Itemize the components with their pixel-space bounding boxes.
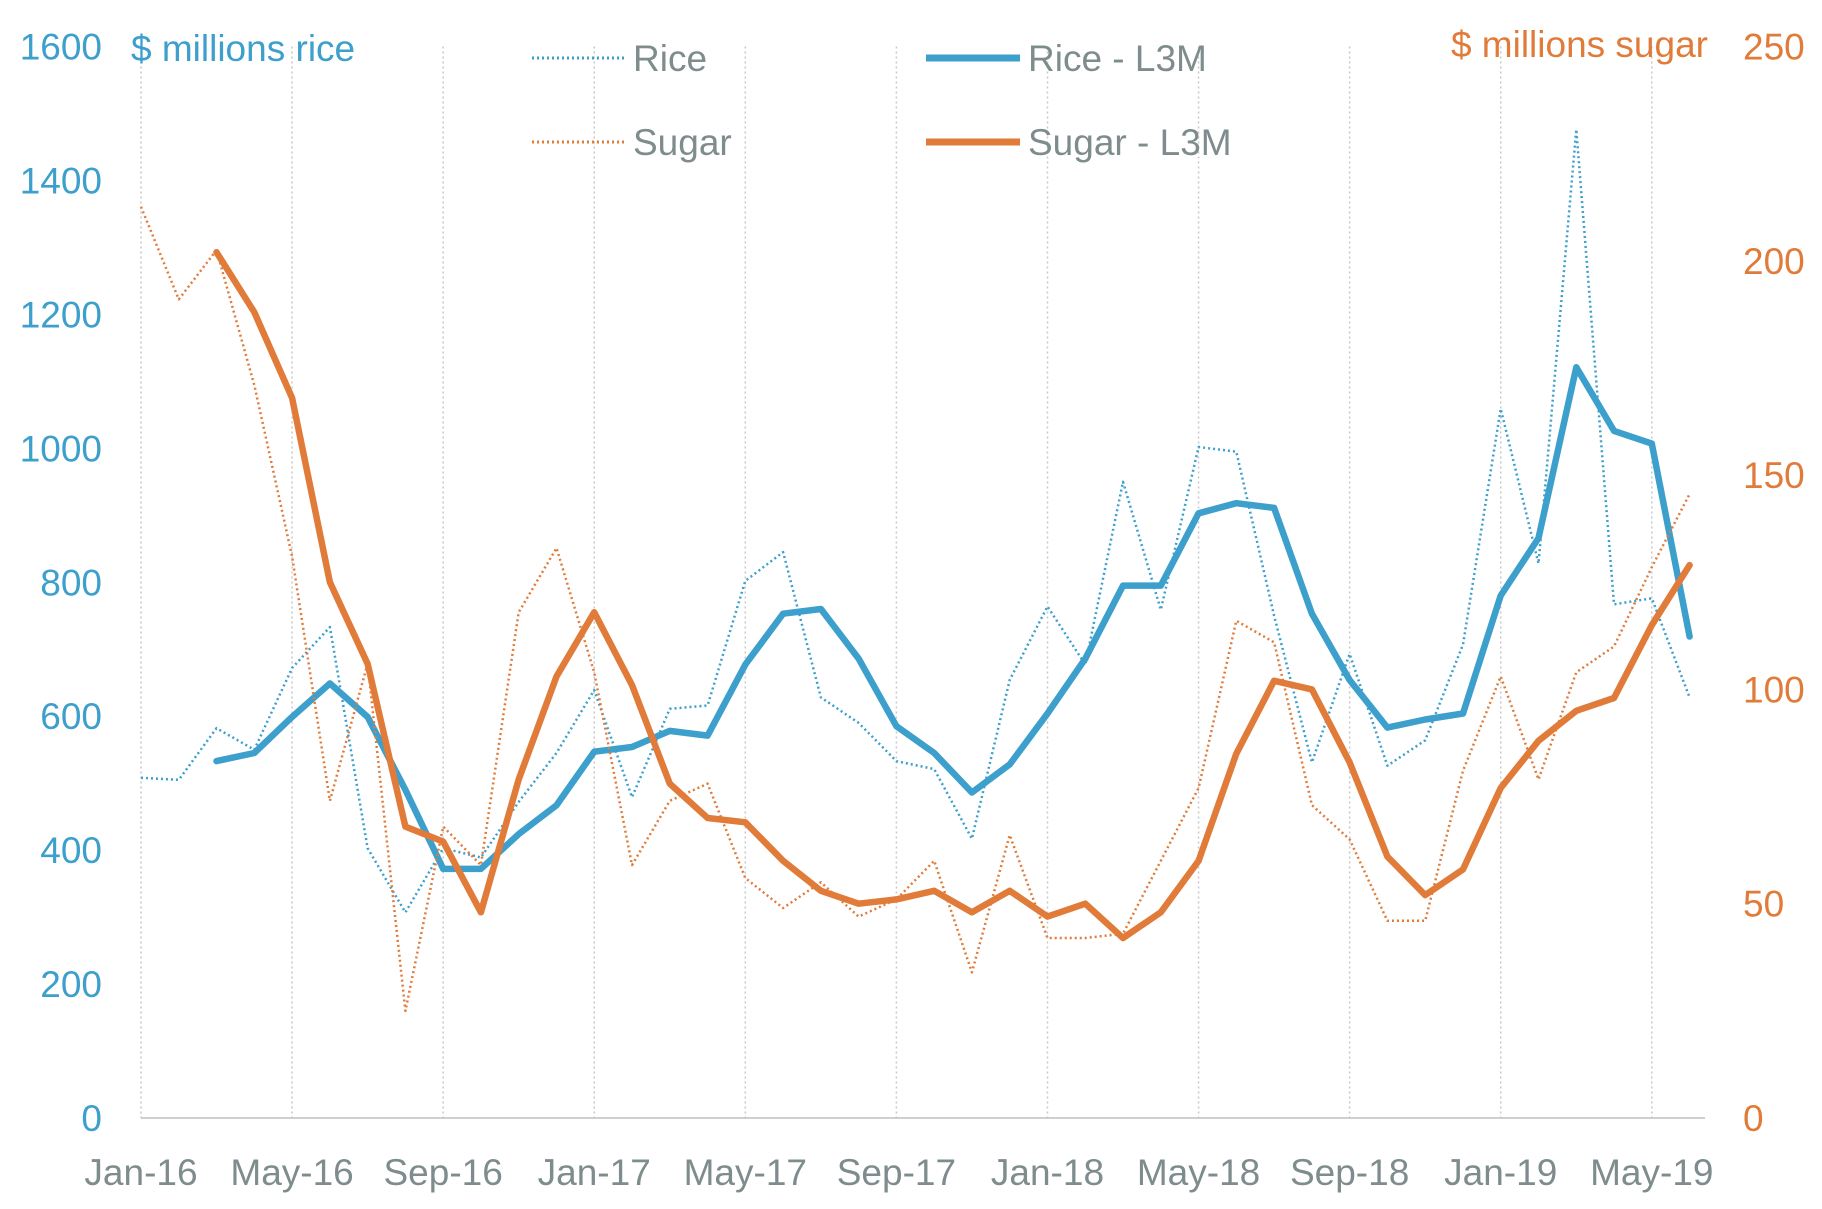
x-tick-label: Sep-17 bbox=[837, 1152, 956, 1193]
x-tick-label: Sep-16 bbox=[384, 1152, 503, 1193]
x-tick-label: Jan-16 bbox=[84, 1152, 197, 1193]
x-tick-label: May-18 bbox=[1137, 1152, 1260, 1193]
right-tick-label: 200 bbox=[1743, 241, 1805, 282]
left-tick-label: 1600 bbox=[20, 27, 102, 68]
gridlines bbox=[140, 46, 1653, 1118]
left-tick-label: 800 bbox=[40, 562, 102, 603]
legend-label-sugar: Sugar bbox=[633, 122, 732, 163]
right-axis-ticks: 0 50 100 150 200 250 bbox=[1743, 27, 1805, 1140]
series-line-rice-l3m bbox=[213, 364, 1693, 873]
series-line-sugar bbox=[139, 206, 1691, 1013]
right-tick-label: 150 bbox=[1743, 455, 1805, 496]
right-tick-label: 0 bbox=[1743, 1098, 1764, 1139]
left-tick-label: 0 bbox=[81, 1098, 102, 1139]
x-tick-label: May-16 bbox=[230, 1152, 353, 1193]
legend-label-rice-l3m: Rice - L3M bbox=[1028, 38, 1207, 79]
legend-item-sugar-l3m: Sugar - L3M bbox=[926, 122, 1232, 163]
x-tick-label: May-19 bbox=[1590, 1152, 1713, 1193]
left-tick-label: 400 bbox=[40, 830, 102, 871]
x-tick-label: May-17 bbox=[684, 1152, 807, 1193]
legend: Rice Rice - L3M Sugar Sugar - L3M bbox=[532, 38, 1232, 163]
right-tick-label: 50 bbox=[1743, 884, 1784, 925]
series-line-sugar-l3m bbox=[213, 248, 1693, 942]
legend-item-sugar: Sugar bbox=[532, 122, 732, 163]
series-line-rice bbox=[140, 128, 1691, 914]
left-tick-label: 1200 bbox=[20, 294, 102, 335]
series-lines bbox=[139, 128, 1693, 1013]
right-tick-label: 250 bbox=[1743, 27, 1805, 68]
x-tick-label: Sep-18 bbox=[1290, 1152, 1409, 1193]
left-tick-label: 1000 bbox=[20, 428, 102, 469]
left-tick-label: 1400 bbox=[20, 160, 102, 201]
legend-label-rice: Rice bbox=[633, 38, 707, 79]
left-axis-title: $ millions rice bbox=[131, 28, 355, 69]
legend-item-rice: Rice bbox=[532, 38, 707, 79]
left-tick-label: 200 bbox=[40, 964, 102, 1005]
left-tick-label: 600 bbox=[40, 696, 102, 737]
x-axis-ticks: Jan-16 May-16 Sep-16 Jan-17 May-17 Sep-17 Jan-… bbox=[84, 1152, 1713, 1193]
legend-item-rice-l3m: Rice - L3M bbox=[926, 38, 1207, 79]
x-tick-label: Jan-19 bbox=[1444, 1152, 1557, 1193]
legend-label-sugar-l3m: Sugar - L3M bbox=[1028, 122, 1232, 163]
right-axis-title: $ millions sugar bbox=[1451, 24, 1708, 65]
x-tick-label: Jan-17 bbox=[538, 1152, 651, 1193]
x-tick-label: Jan-18 bbox=[991, 1152, 1104, 1193]
left-axis-ticks: 0 200 400 600 800 1000 1200 1400 1600 bbox=[20, 27, 102, 1140]
right-tick-label: 100 bbox=[1743, 669, 1805, 710]
